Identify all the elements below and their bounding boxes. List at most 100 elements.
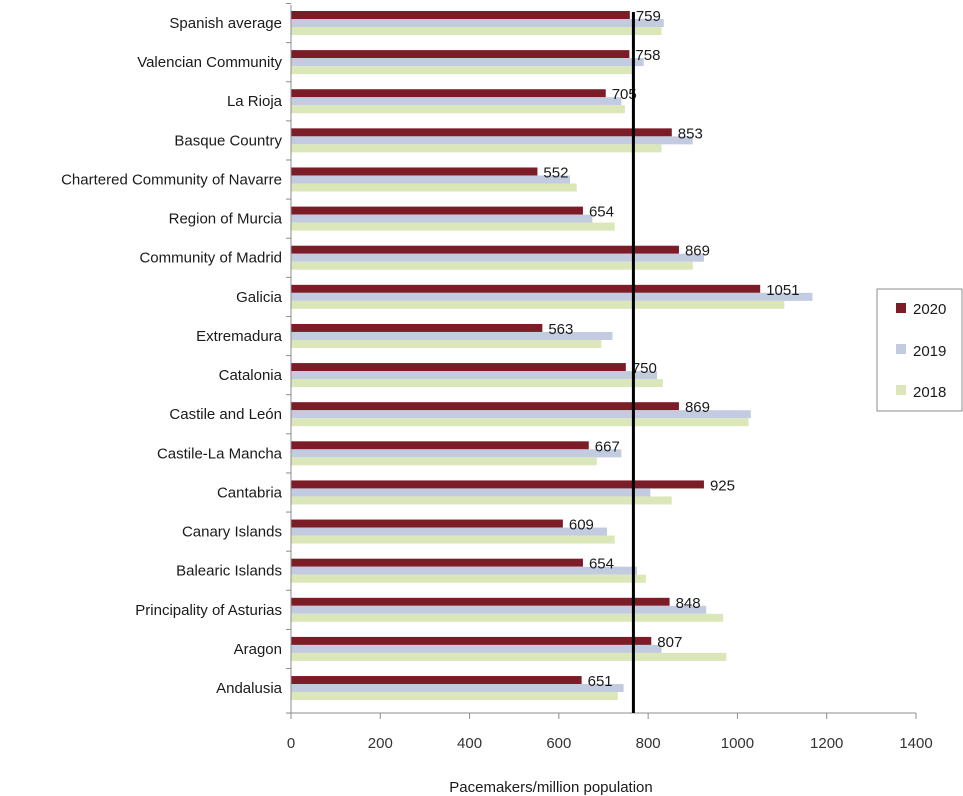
data-label-castile-la-mancha-2020: 667: [595, 438, 620, 455]
category-label-valencian-community: Valencian Community: [137, 54, 282, 71]
data-label-castile-and-leon-2020: 869: [685, 399, 710, 416]
bar-region-of-murcia-2020: [291, 206, 583, 215]
bar-castile-la-mancha-2018: [291, 457, 597, 466]
bar-la-rioja-2020: [291, 89, 606, 98]
x-tick-label-800: 800: [636, 735, 661, 752]
data-label-galicia-2020: 1051: [766, 282, 799, 299]
category-label-balearic-islands: Balearic Islands: [176, 563, 282, 580]
bar-principality-of-asturias-2020: [291, 597, 670, 606]
bar-canary-islands-2020: [291, 519, 563, 528]
bar-community-of-madrid-2018: [291, 261, 693, 270]
bar-balearic-islands-2020: [291, 558, 583, 567]
bar-castile-and-leon-2018: [291, 418, 749, 427]
bar-principality-of-asturias-2018: [291, 613, 724, 622]
category-label-andalusia: Andalusia: [216, 680, 283, 697]
legend-swatch-2020: [896, 303, 906, 313]
category-label-region-of-murcia: Region of Murcia: [169, 211, 283, 228]
bar-castile-la-mancha-2019: [291, 449, 622, 458]
bar-spanish-average-2018: [291, 27, 662, 35]
category-label-castile-and-leon: Castile and León: [169, 406, 282, 423]
bar-community-of-madrid-2020: [291, 245, 679, 254]
bar-valencian-community-2020: [291, 50, 630, 59]
data-label-community-of-madrid-2020: 869: [685, 243, 710, 260]
legend-label-2018: 2018: [913, 384, 946, 401]
data-label-andalusia-2020: 651: [588, 673, 613, 690]
data-label-canary-islands-2020: 609: [569, 517, 594, 534]
bar-region-of-murcia-2018: [291, 222, 615, 231]
data-label-catalonia-2020: 750: [632, 360, 657, 377]
data-label-valencian-community-2020: 758: [635, 47, 660, 64]
category-label-extremadura: Extremadura: [196, 328, 283, 345]
bar-chartered-community-of-navarre-2020: [291, 167, 538, 176]
category-labels: Spanish average Valencian Community La Rio…: [61, 15, 283, 697]
x-tick-label-400: 400: [457, 735, 482, 752]
x-axis-title: Pacemakers/million population: [449, 779, 652, 796]
bar-chartered-community-of-navarre-2018: [291, 183, 577, 192]
data-label-region-of-murcia-2020: 654: [589, 204, 614, 221]
bar-galicia-2018: [291, 300, 785, 309]
bar-chartered-community-of-navarre-2019: [291, 175, 571, 184]
category-label-la-rioja: La Rioja: [227, 93, 283, 110]
data-label-basque-country-2020: 853: [678, 125, 703, 142]
bar-spanish-average-2019: [291, 19, 664, 27]
bar-castile-la-mancha-2020: [291, 441, 589, 450]
bar-catalonia-2020: [291, 363, 626, 372]
bar-galicia-2019: [291, 292, 813, 301]
bars-group: [291, 11, 813, 701]
bar-aragon-2020: [291, 636, 652, 645]
x-tick-label-0: 0: [287, 735, 295, 752]
bar-castile-and-leon-2019: [291, 410, 751, 419]
category-label-principality-of-asturias: Principality of Asturias: [135, 602, 282, 619]
bar-extremadura-2020: [291, 323, 543, 332]
category-label-cantabria: Cantabria: [217, 484, 283, 501]
bar-cantabria-2018: [291, 496, 672, 505]
bar-canary-islands-2019: [291, 527, 608, 536]
bar-aragon-2018: [291, 652, 727, 661]
legend: 2020 2019 2018: [876, 288, 963, 412]
legend-label-2019: 2019: [913, 343, 946, 360]
bar-cantabria-2020: [291, 480, 704, 489]
legend-label-2020: 2020: [913, 301, 946, 318]
bar-cantabria-2019: [291, 488, 651, 497]
x-tick-label-1400: 1400: [899, 735, 932, 752]
bar-community-of-madrid-2019: [291, 253, 704, 262]
data-label-spanish-average-2020: 759: [636, 8, 661, 25]
category-label-spanish-average: Spanish average: [169, 15, 282, 32]
bar-catalonia-2018: [291, 379, 663, 388]
data-label-balearic-islands-2020: 654: [589, 556, 614, 573]
category-label-community-of-madrid: Community of Madrid: [139, 250, 282, 267]
category-label-aragon: Aragon: [234, 641, 282, 658]
category-label-castile-la-mancha: Castile-La Mancha: [157, 445, 283, 462]
x-tick-labels: 0 200 400 600 800 1000 1200 1400: [287, 735, 933, 752]
bar-galicia-2020: [291, 284, 761, 293]
bar-aragon-2019: [291, 644, 662, 653]
bar-extremadura-2019: [291, 331, 613, 340]
bar-balearic-islands-2019: [291, 566, 637, 575]
bar-castile-and-leon-2020: [291, 402, 679, 411]
category-label-chartered-community-of-navarre: Chartered Community of Navarre: [61, 171, 282, 188]
bar-basque-country-2019: [291, 136, 693, 145]
data-labels: 759 758 705 853 552 654 869 1051 563 750 869 667 925…: [543, 8, 799, 690]
bar-balearic-islands-2018: [291, 574, 646, 583]
category-label-catalonia: Catalonia: [219, 367, 283, 384]
category-label-canary-islands: Canary Islands: [182, 524, 282, 541]
bar-canary-islands-2018: [291, 535, 615, 544]
x-tick-label-1000: 1000: [721, 735, 754, 752]
data-label-cantabria-2020: 925: [710, 477, 735, 494]
data-label-principality-of-asturias-2020: 848: [676, 595, 701, 612]
data-label-extremadura-2020: 563: [548, 321, 573, 338]
bar-catalonia-2019: [291, 371, 658, 380]
bar-la-rioja-2018: [291, 105, 625, 114]
category-label-basque-country: Basque Country: [174, 132, 282, 149]
legend-box: [876, 288, 963, 412]
bar-spanish-average-2020: [291, 11, 630, 19]
axis-ticks: [286, 3, 917, 719]
bar-valencian-community-2019: [291, 58, 644, 67]
data-label-la-rioja-2020: 705: [612, 86, 637, 103]
bar-extremadura-2018: [291, 339, 602, 348]
bar-region-of-murcia-2019: [291, 214, 593, 223]
bar-la-rioja-2019: [291, 97, 622, 106]
legend-swatch-2019: [896, 344, 906, 354]
bar-principality-of-asturias-2019: [291, 605, 707, 614]
